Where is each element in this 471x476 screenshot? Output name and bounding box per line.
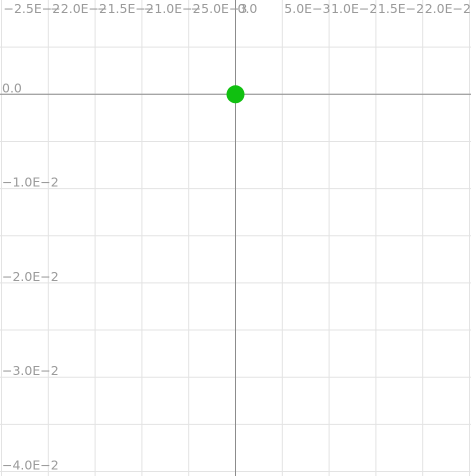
x-tick-label: 1.0E−2: [331, 1, 377, 16]
x-tick-label: −2.0E−2: [50, 1, 107, 16]
x-tick-label: −2.5E−2: [4, 1, 61, 16]
y-tick-labels: 0.0 −1.0E−2 −2.0E−2 −3.0E−2 −4.0E−2: [2, 80, 59, 472]
y-tick-label: −1.0E−2: [2, 175, 59, 190]
data-points: [226, 85, 245, 104]
x-tick-label: −1.5E−2: [97, 1, 154, 16]
data-point: [226, 85, 245, 104]
y-tick-label: −3.0E−2: [2, 363, 59, 378]
x-tick-label: −1.0E−2: [144, 1, 201, 16]
x-tick-label: 5.0E−3: [284, 1, 330, 16]
y-tick-label: −4.0E−2: [2, 458, 59, 473]
y-tick-label: 0.0: [2, 80, 22, 95]
x-tick-labels: −2.5E−2−2.0E−2−1.5E−2−1.0E−2−5.0E−30.0 5.…: [4, 1, 471, 16]
x-tick-label: 2.0E−2: [425, 1, 471, 16]
x-tick-label: 0.0: [238, 1, 258, 16]
y-tick-label: −2.0E−2: [2, 269, 59, 284]
x-tick-label: −5.0E−3: [191, 1, 248, 16]
x-tick-label: 1.5E−2: [378, 1, 424, 16]
